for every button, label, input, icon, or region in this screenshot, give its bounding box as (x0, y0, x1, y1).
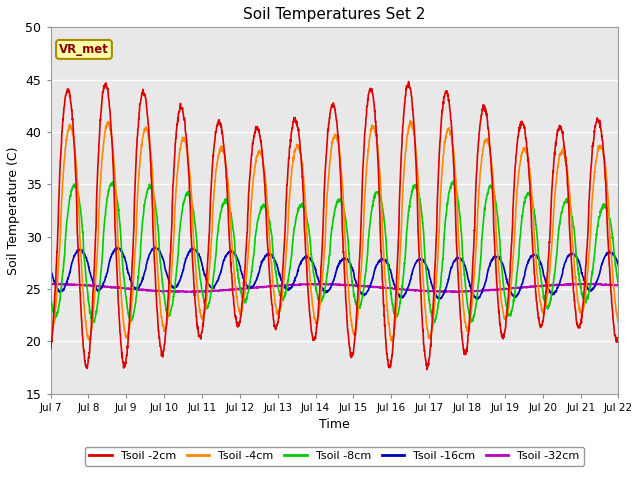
Tsoil -4cm (580, 300, 588, 306)
Tsoil -32cm (364, 284, 371, 289)
Tsoil -2cm (364, 104, 371, 109)
Line: Tsoil -16cm: Tsoil -16cm (51, 247, 618, 299)
Tsoil -8cm (449, 178, 457, 184)
Line: Tsoil -2cm: Tsoil -2cm (51, 82, 618, 370)
Tsoil -32cm (205, 289, 213, 295)
Tsoil -4cm (406, 118, 414, 124)
Tsoil -32cm (193, 289, 200, 295)
Tsoil -16cm (152, 244, 160, 250)
Tsoil -8cm (351, 296, 359, 302)
Tsoil -32cm (614, 283, 622, 288)
Tsoil -4cm (351, 331, 359, 337)
Tsoil -32cm (351, 283, 359, 288)
Tsoil -4cm (565, 180, 573, 186)
Tsoil -2cm (500, 333, 508, 339)
Tsoil -2cm (351, 336, 359, 341)
Tsoil -8cm (500, 286, 508, 291)
Tsoil -8cm (565, 199, 573, 205)
Tsoil -4cm (205, 272, 212, 278)
Line: Tsoil -8cm: Tsoil -8cm (51, 181, 618, 324)
Line: Tsoil -32cm: Tsoil -32cm (51, 284, 618, 292)
Tsoil -16cm (351, 277, 359, 283)
Tsoil -8cm (205, 300, 212, 306)
Line: Tsoil -4cm: Tsoil -4cm (51, 121, 618, 341)
Tsoil -2cm (580, 281, 588, 287)
Tsoil -16cm (565, 252, 573, 258)
Y-axis label: Soil Temperature (C): Soil Temperature (C) (7, 146, 20, 275)
Tsoil -2cm (614, 335, 622, 340)
Tsoil -2cm (205, 238, 212, 244)
X-axis label: Time: Time (319, 418, 350, 431)
Tsoil -32cm (500, 286, 508, 291)
Tsoil -16cm (364, 288, 371, 294)
Tsoil -16cm (580, 279, 588, 285)
Tsoil -32cm (585, 281, 593, 287)
Tsoil -16cm (47, 265, 54, 271)
Tsoil -16cm (474, 296, 481, 302)
Tsoil -16cm (205, 282, 213, 288)
Tsoil -4cm (47, 330, 54, 336)
Tsoil -16cm (614, 263, 622, 268)
Tsoil -8cm (429, 321, 437, 326)
Tsoil -4cm (614, 318, 622, 324)
Tsoil -2cm (404, 79, 412, 84)
Tsoil -32cm (47, 282, 54, 288)
Tsoil -2cm (565, 202, 573, 208)
Tsoil -8cm (614, 280, 622, 286)
Tsoil -4cm (364, 157, 371, 163)
Tsoil -8cm (580, 299, 588, 304)
Text: VR_met: VR_met (59, 43, 109, 56)
Tsoil -8cm (47, 293, 54, 299)
Tsoil -32cm (564, 282, 572, 288)
Tsoil -2cm (47, 346, 54, 351)
Legend: Tsoil -2cm, Tsoil -4cm, Tsoil -8cm, Tsoil -16cm, Tsoil -32cm: Tsoil -2cm, Tsoil -4cm, Tsoil -8cm, Tsoi… (85, 447, 584, 466)
Tsoil -4cm (500, 315, 508, 321)
Tsoil -2cm (423, 367, 431, 372)
Tsoil -32cm (580, 281, 588, 287)
Tsoil -8cm (364, 254, 371, 260)
Tsoil -4cm (389, 338, 397, 344)
Tsoil -16cm (500, 266, 508, 272)
Title: Soil Temperatures Set 2: Soil Temperatures Set 2 (243, 7, 426, 22)
